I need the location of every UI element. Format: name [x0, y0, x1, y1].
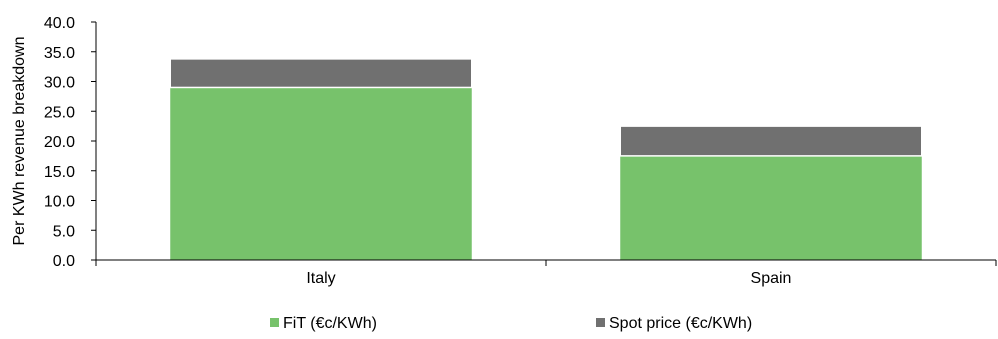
y-tick-label: 15.0	[44, 164, 75, 181]
legend-swatch-fit	[270, 318, 279, 327]
legend-swatch-spot-price	[596, 318, 605, 327]
y-axis-title: Per KWh revenue breakdown	[11, 37, 28, 246]
bars-group	[169, 58, 923, 261]
bar-fit-spain	[620, 155, 922, 261]
y-tick-label: 5.0	[53, 223, 75, 240]
y-tick-label: 10.0	[44, 194, 75, 211]
axes-group	[91, 21, 997, 266]
labels-group: Italy Spain 0.0 5.0 10.0 15.0 20.0 25.0 30.0 35.0…	[44, 15, 792, 287]
x-tick-label-spain: Spain	[751, 270, 792, 287]
legend-label-spot-price: Spot price (€c/KWh)	[609, 315, 752, 332]
legend: FiT (€c/KWh) Spot price (€c/KWh)	[270, 315, 752, 332]
legend-label-fit: FiT (€c/KWh)	[283, 315, 377, 332]
y-tick-label: 20.0	[44, 134, 75, 151]
y-tick-label: 30.0	[44, 75, 75, 92]
y-tick-label: 0.0	[53, 253, 75, 270]
bar-spot-price-italy	[169, 58, 473, 89]
x-tick-label-italy: Italy	[306, 270, 335, 287]
bar-spot-price-spain	[619, 125, 923, 157]
bar-fit-italy	[170, 87, 472, 260]
y-tick-label: 35.0	[44, 45, 75, 62]
y-tick-label: 40.0	[44, 15, 75, 32]
y-tick-label: 25.0	[44, 104, 75, 121]
